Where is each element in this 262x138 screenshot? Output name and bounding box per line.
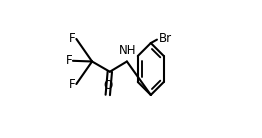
Text: O: O [104, 79, 113, 92]
Text: NH: NH [119, 44, 136, 57]
Text: F: F [66, 54, 72, 67]
Text: Br: Br [159, 32, 172, 45]
Text: F: F [69, 32, 76, 45]
Text: F: F [69, 78, 76, 91]
